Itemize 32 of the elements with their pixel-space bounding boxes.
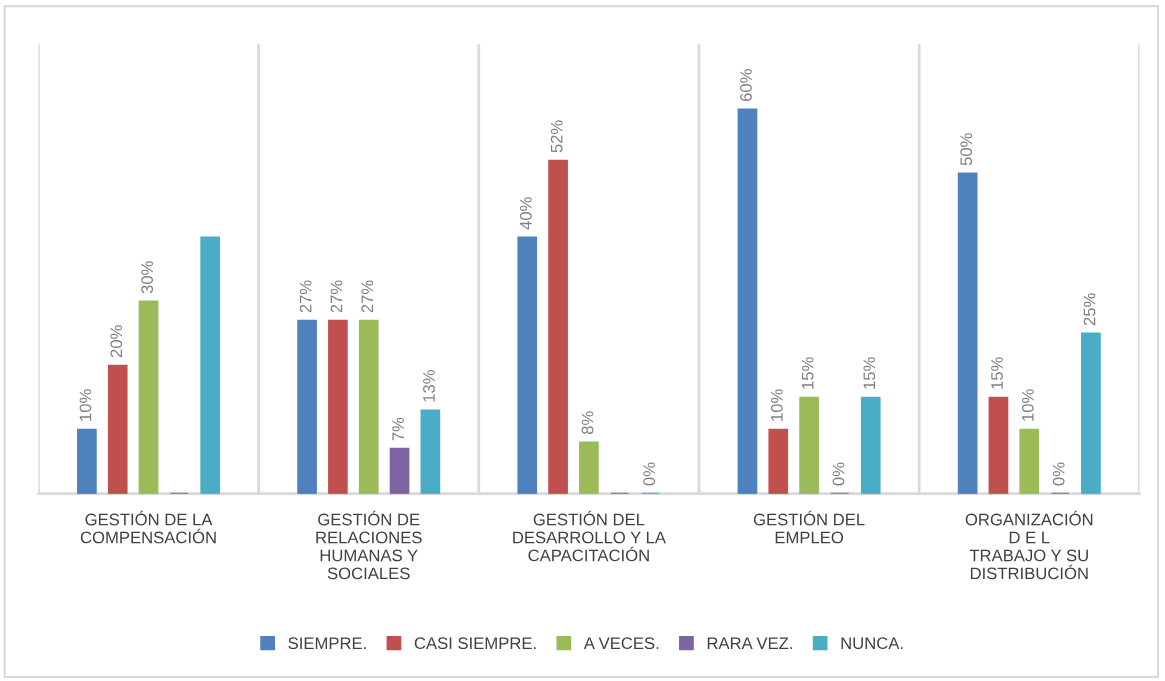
x-tick-label: GESTIÓN DE RELACIONES HUMANAS Y SOCIALES bbox=[316, 510, 422, 580]
data-label: 52% bbox=[550, 120, 563, 153]
data-label: 0% bbox=[1052, 462, 1065, 486]
data-label: 27% bbox=[330, 280, 343, 313]
data-label: 13% bbox=[423, 370, 435, 402]
legend-label: CASI SIEMPRE. bbox=[414, 637, 536, 650]
legend-label: RARA VEZ. bbox=[707, 637, 792, 649]
data-label: 10% bbox=[1021, 389, 1034, 421]
x-tick-label: GESTIÓN DEL EMPLEO bbox=[753, 510, 865, 544]
data-label: 27% bbox=[299, 280, 312, 313]
data-label: 15% bbox=[863, 357, 876, 389]
data-label: 10% bbox=[79, 389, 92, 421]
x-tick-label: GESTIÓN DE LA COMPENSACIÓN bbox=[80, 510, 216, 544]
legend-label: NUNCA. bbox=[841, 637, 903, 650]
legend-label: SIEMPRE. bbox=[288, 637, 366, 650]
data-label: 0% bbox=[643, 462, 656, 486]
data-label: 20% bbox=[110, 325, 123, 358]
data-label: 8% bbox=[581, 411, 594, 435]
data-label: 30% bbox=[141, 261, 154, 294]
data-label: 40% bbox=[519, 197, 532, 230]
data-label: 27% bbox=[361, 280, 374, 313]
data-label: 0% bbox=[832, 462, 845, 486]
legend-label: A VECES. bbox=[583, 637, 659, 650]
data-label: 7% bbox=[392, 417, 404, 441]
x-tick-label: GESTIÓN DEL DESARROLLO Y LA CAPACITACIÓN bbox=[513, 510, 666, 562]
data-label: 10% bbox=[770, 389, 783, 421]
data-label: 50% bbox=[960, 133, 973, 166]
x-tick-label: ORGANIZACIÓN D E L TRABAJO Y SU DISTRIBUCIÓN bbox=[965, 510, 1093, 580]
data-label: 15% bbox=[991, 357, 1003, 389]
data-label: 60% bbox=[740, 69, 752, 102]
data-label: 25% bbox=[1083, 293, 1096, 326]
data-label: 15% bbox=[801, 357, 814, 389]
